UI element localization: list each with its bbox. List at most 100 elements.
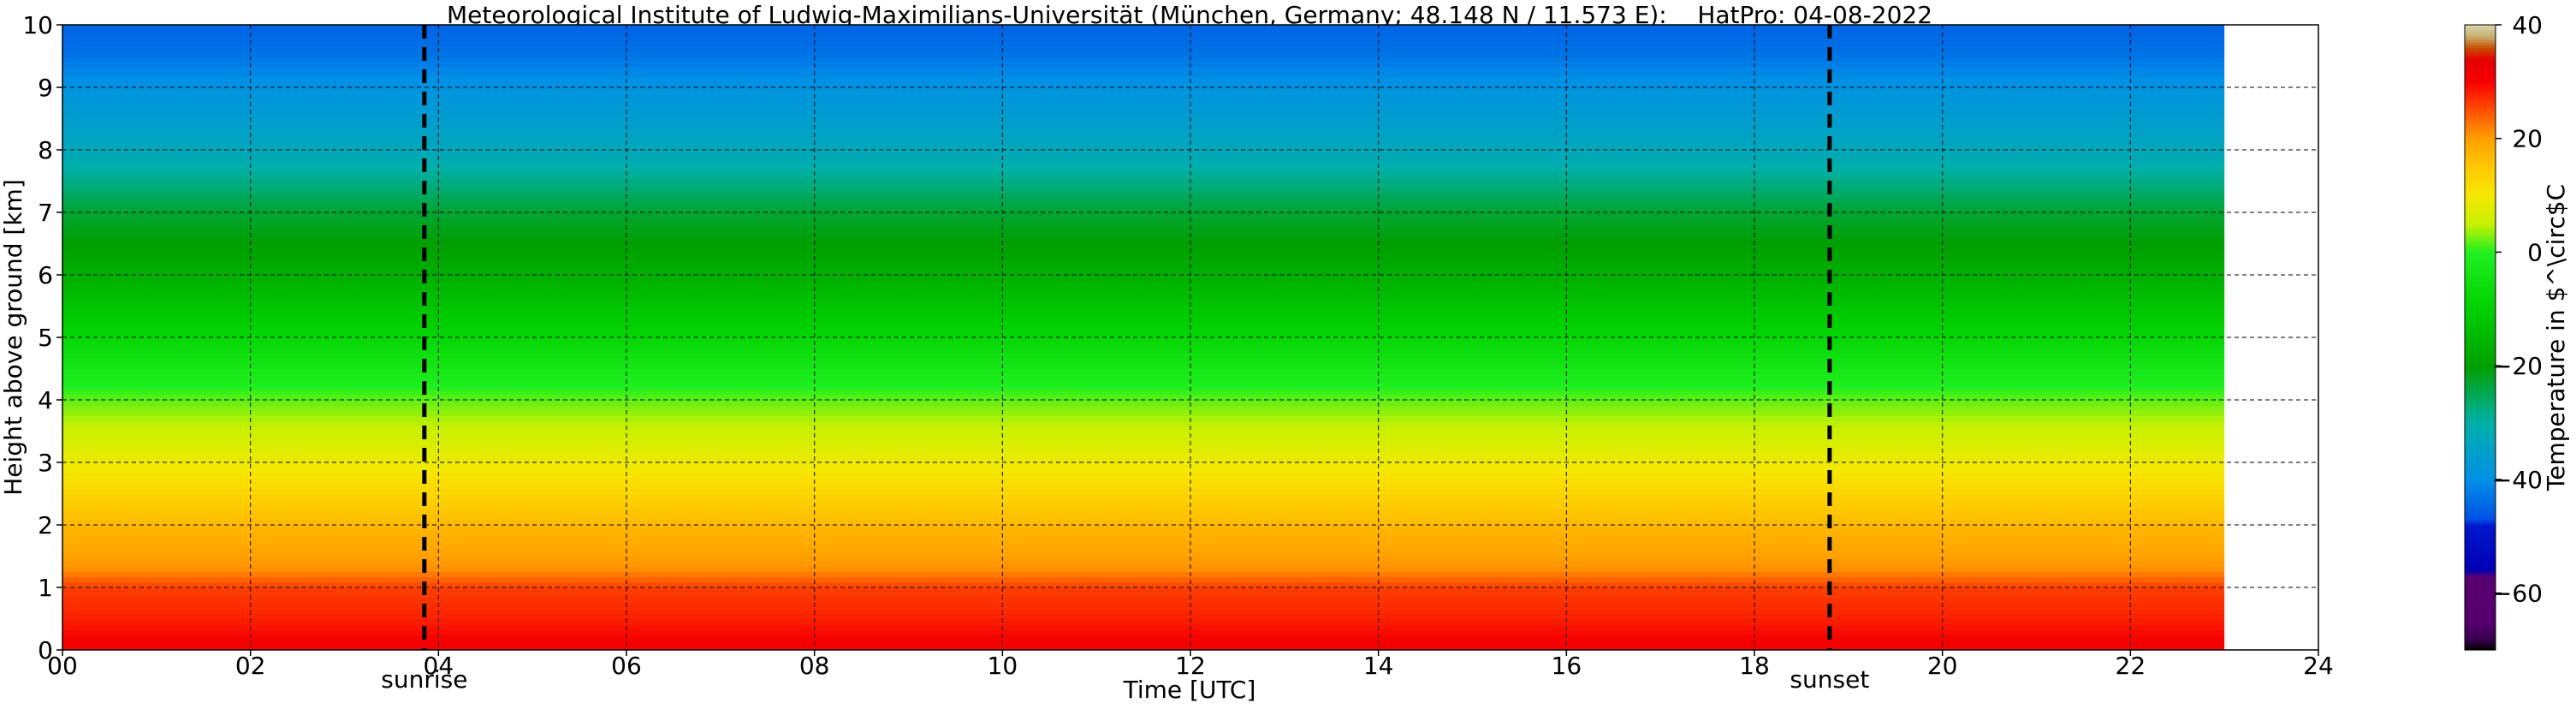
heatmap-cell: [62, 410, 2225, 416]
colorbar-segment: [2465, 232, 2496, 236]
colorbar-segment: [2465, 533, 2496, 537]
colorbar-segment: [2465, 465, 2496, 469]
colorbar-segment: [2465, 408, 2496, 412]
colorbar-segment: [2465, 343, 2496, 347]
colorbar-segment: [2465, 416, 2496, 420]
x-tick-label: 06: [611, 652, 642, 680]
y-tick-label: 0: [38, 636, 53, 664]
colorbar-segment: [2465, 306, 2496, 310]
heatmap-cell: [62, 170, 2225, 177]
heatmap-cell: [62, 45, 2225, 52]
heatmap-cell: [62, 593, 2225, 599]
heatmap-cell: [62, 618, 2225, 625]
heatmap-cell: [62, 368, 2225, 375]
colorbar-segment: [2465, 644, 2496, 648]
colorbar-segment: [2465, 317, 2496, 321]
colorbar-segment: [2465, 308, 2496, 313]
colorbar-segment: [2465, 411, 2496, 415]
colorbar-segment: [2465, 170, 2496, 174]
colorbar-segment: [2465, 541, 2496, 545]
colorbar-segment: [2465, 607, 2496, 611]
colorbar-segment: [2465, 172, 2496, 176]
heatmap-cell: [62, 30, 2225, 36]
heatmap-cell: [62, 337, 2225, 343]
x-tick-label: 10: [988, 652, 1018, 680]
colorbar-segment: [2465, 422, 2496, 426]
heatmap-cell: [62, 400, 2225, 406]
colorbar-segment: [2465, 612, 2496, 617]
colorbar-segment: [2465, 146, 2496, 151]
heatmap-cell: [62, 326, 2225, 333]
heatmap-cell: [62, 363, 2225, 370]
colorbar-segment: [2465, 45, 2496, 49]
colorbar-segment: [2465, 610, 2496, 614]
colorbar-segment: [2465, 604, 2496, 608]
colorbar-segment: [2465, 476, 2496, 480]
heatmap-cell: [62, 551, 2225, 557]
colorbar-segment: [2465, 345, 2496, 349]
heatmap-cell: [62, 535, 2225, 541]
heatmap-cell: [62, 426, 2225, 432]
colorbar-segment: [2465, 25, 2496, 28]
heatmap-cell: [62, 301, 2225, 307]
colorbar-segment: [2465, 357, 2496, 361]
heatmap-cell: [62, 608, 2225, 615]
colorbar-segment: [2465, 377, 2496, 381]
colorbar-segment: [2465, 499, 2496, 503]
colorbar-segment: [2465, 462, 2496, 466]
heatmap-cell: [62, 540, 2225, 546]
colorbar-segment: [2465, 204, 2496, 207]
heatmap-cell: [62, 488, 2225, 495]
heatmap-cell: [62, 576, 2225, 583]
colorbar-segment: [2465, 474, 2496, 478]
colorbar-segment: [2465, 374, 2496, 378]
heatmap-cell: [62, 160, 2225, 166]
heatmap-cell: [62, 598, 2225, 604]
heatmap-cell: [62, 66, 2225, 73]
colorbar-segment: [2465, 638, 2496, 642]
y-axis-ticks: 0 1 2 3 4 5 6 7 8 9 10: [22, 11, 62, 664]
colorbar-segment: [2465, 237, 2496, 241]
heatmap-cell: [62, 603, 2225, 609]
heatmap-cell: [62, 514, 2225, 521]
colorbar-segment: [2465, 243, 2496, 247]
heatmap-cell: [62, 394, 2225, 401]
heatmap-cell: [62, 51, 2225, 57]
colorbar-tick-label: 40: [2512, 11, 2543, 39]
colorbar-segment: [2465, 129, 2496, 134]
colorbar-label: Temperature in $^\circ$C: [2542, 184, 2570, 492]
colorbar-segment: [2465, 379, 2496, 384]
colorbar-segment: [2465, 556, 2496, 560]
colorbar-segment: [2465, 525, 2496, 528]
heatmap-cell: [62, 634, 2225, 640]
colorbar-segment: [2465, 144, 2496, 148]
colorbar-segment: [2465, 70, 2496, 74]
heatmap-cell: [62, 566, 2225, 573]
colorbar-segment: [2465, 220, 2496, 224]
colorbar-segment: [2465, 385, 2496, 390]
colorbar-segment: [2465, 47, 2496, 51]
colorbar-segment: [2465, 482, 2496, 486]
colorbar-segment: [2465, 360, 2496, 364]
heatmap-cell: [62, 358, 2225, 365]
heatmap-cell: [62, 321, 2225, 328]
colorbar-segment: [2465, 414, 2496, 418]
colorbar-segment: [2465, 53, 2496, 57]
colorbar-segment: [2465, 562, 2496, 566]
x-tick-label: 12: [1175, 652, 1206, 680]
heatmap-cell: [62, 87, 2225, 93]
heatmap-cell: [62, 56, 2225, 63]
colorbar-segment: [2465, 90, 2496, 94]
colorbar-segment: [2465, 394, 2496, 398]
colorbar-segment: [2465, 161, 2496, 165]
colorbar-segment: [2465, 121, 2496, 125]
colorbar-segment: [2465, 166, 2496, 170]
heatmap-cell: [62, 623, 2225, 630]
colorbar-segment: [2465, 516, 2496, 520]
heatmap-cell: [62, 587, 2225, 593]
colorbar-segment: [2465, 155, 2496, 159]
y-tick-label: 5: [38, 324, 53, 352]
grid: [62, 25, 2318, 650]
colorbar-segment: [2465, 277, 2496, 282]
